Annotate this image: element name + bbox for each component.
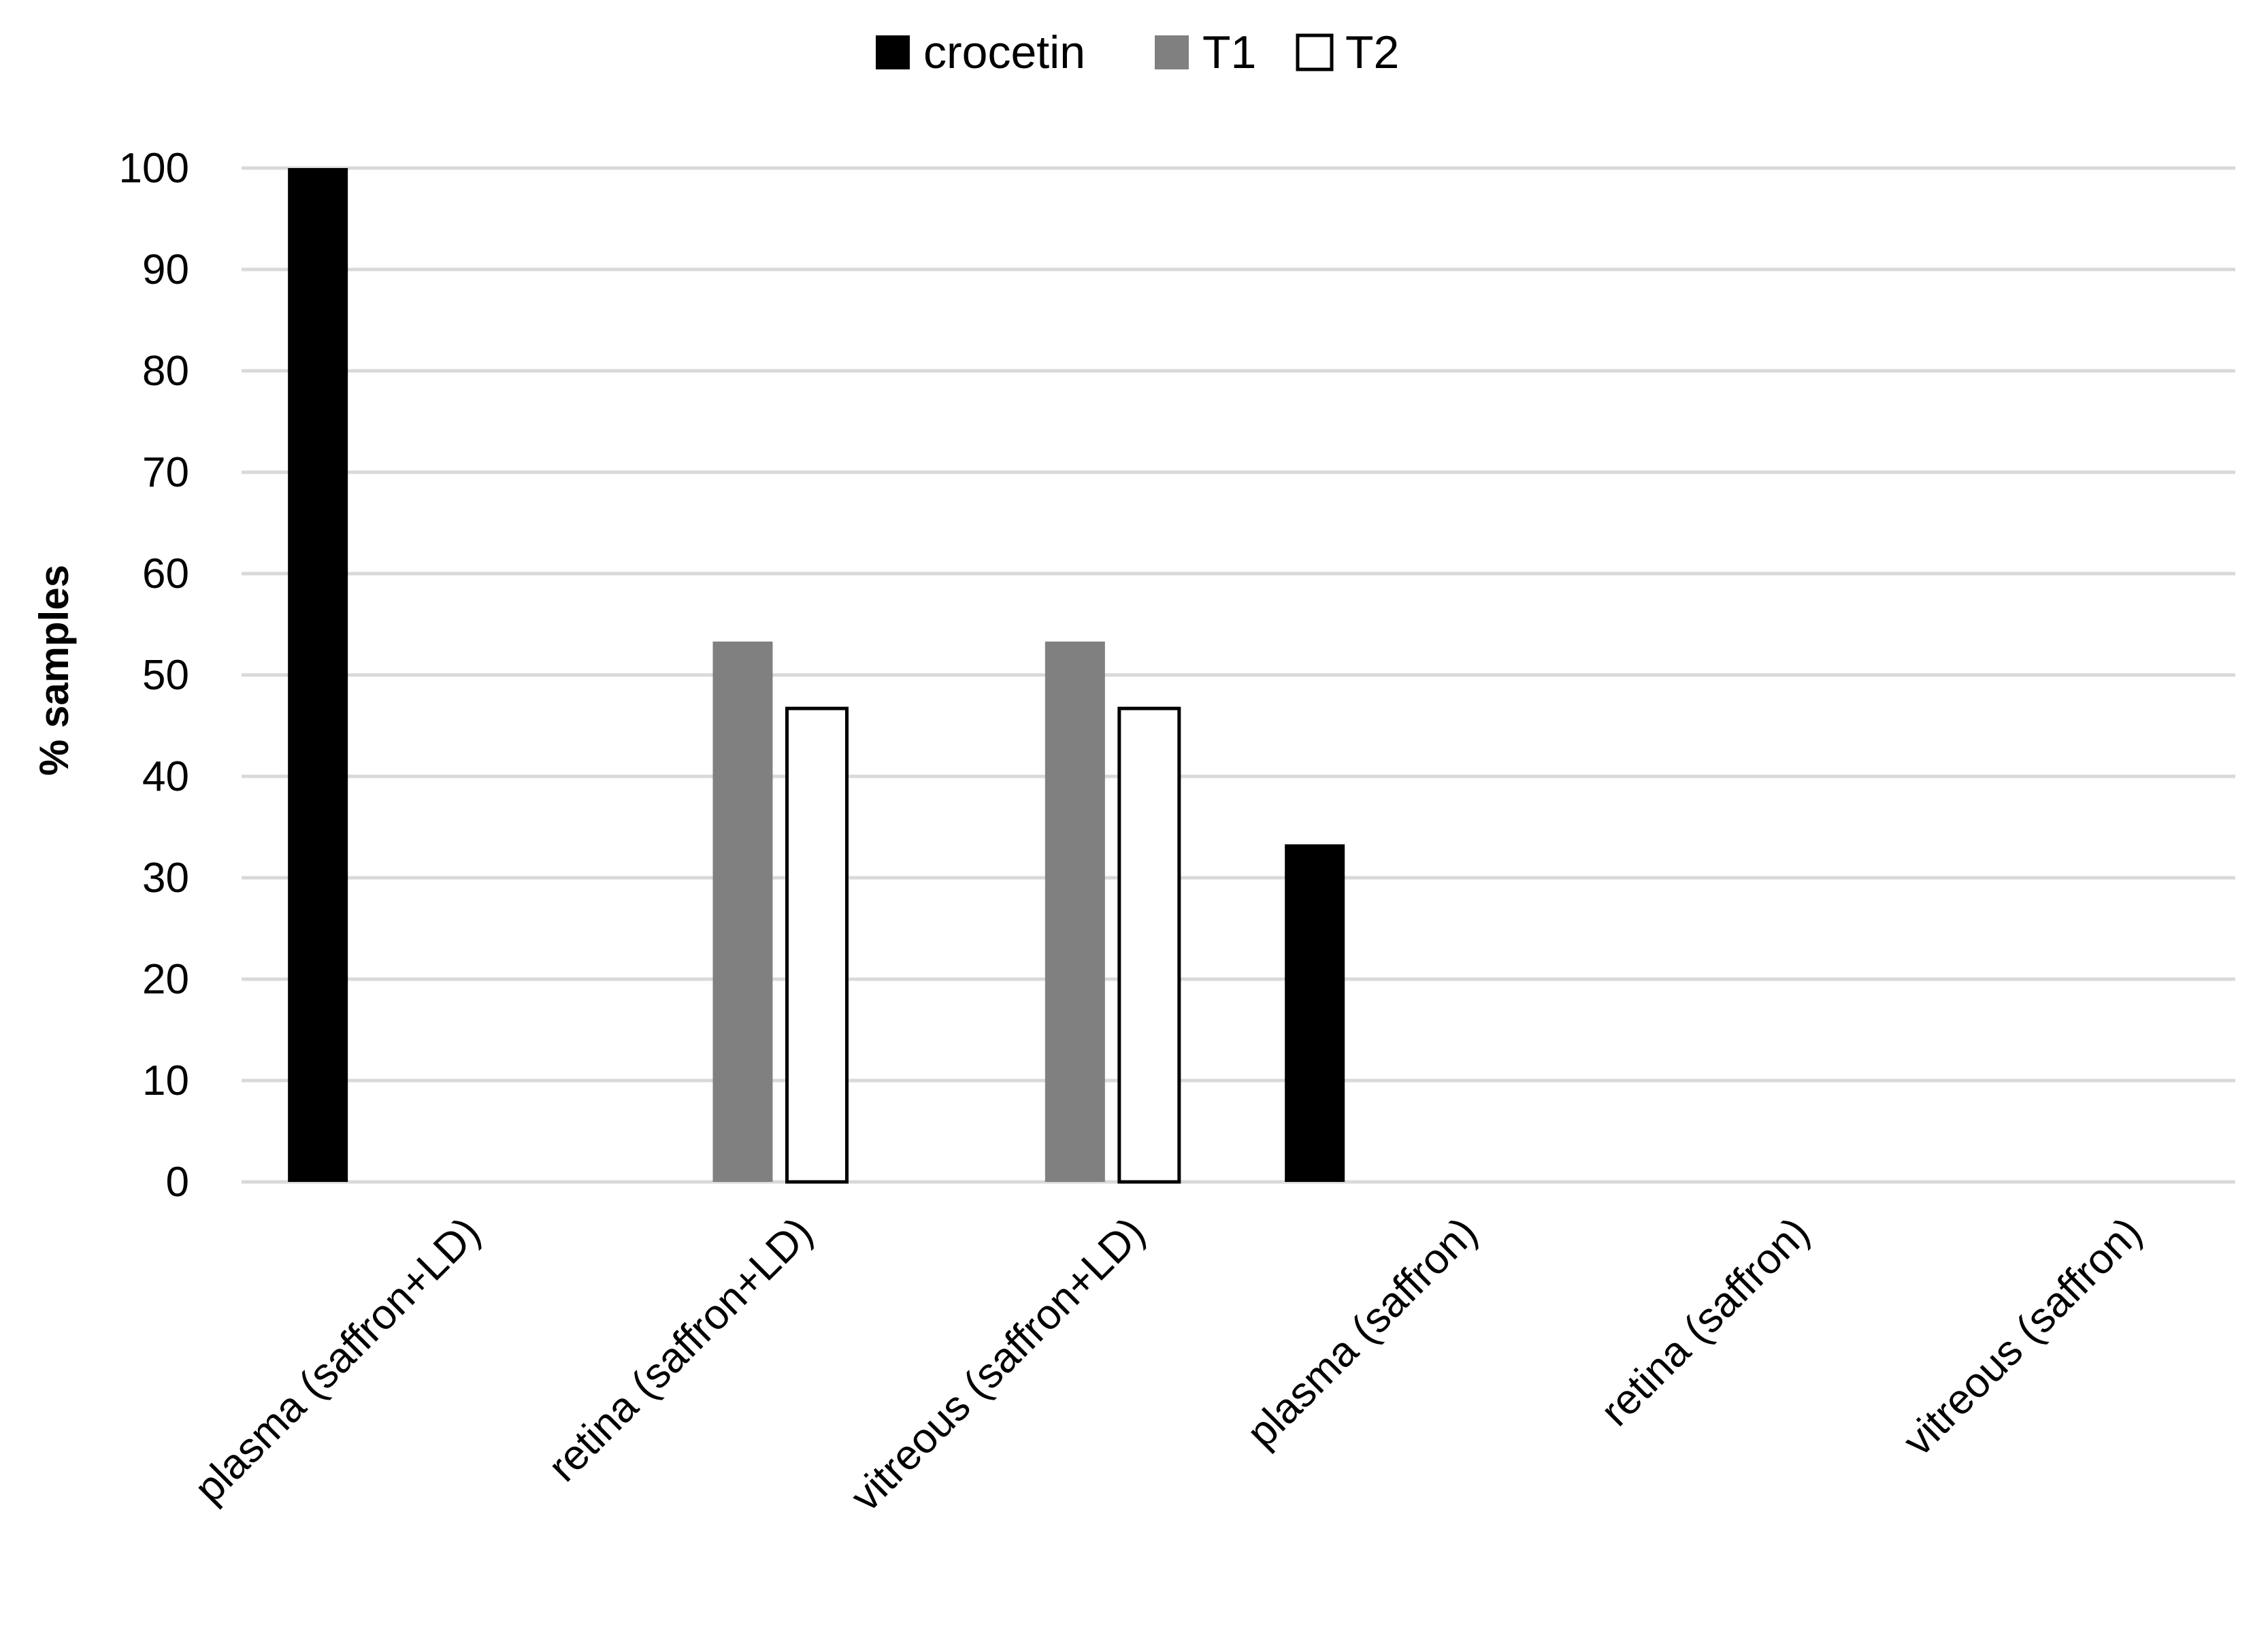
y-tick-label: 70: [142, 449, 189, 496]
x-category-label: vitreous (saffron): [1894, 1208, 2151, 1465]
bar-t1-2: [1045, 641, 1105, 1182]
y-tick-label: 0: [166, 1159, 189, 1206]
y-tick-label: 50: [142, 652, 189, 699]
y-axis-ticks: 0 10 20 30 40 50 60 70 80 90 100: [119, 145, 189, 1206]
y-tick-label: 60: [142, 550, 189, 597]
legend-label: crocetin: [923, 27, 1085, 78]
x-category-label: retina (saffron+LD): [540, 1208, 822, 1491]
y-tick-label: 20: [142, 956, 189, 1003]
x-category-label: vitreous (saffron+LD): [842, 1208, 1154, 1521]
legend-label: T1: [1202, 27, 1256, 78]
x-axis-categories: plasma (saffron+LD) retina (saffron+LD) vi…: [186, 1208, 2151, 1521]
y-tick-label: 80: [142, 348, 189, 395]
bar-crocetin-3: [1285, 844, 1345, 1182]
legend-label: T2: [1345, 27, 1399, 78]
legend-swatch-crocetin: [876, 35, 910, 69]
y-tick-label: 30: [142, 855, 189, 902]
x-category-label: retina (saffron): [1592, 1208, 1818, 1435]
y-tick-label: 10: [142, 1057, 189, 1104]
x-category-label: plasma (saffron): [1238, 1208, 1486, 1457]
y-axis-title: % samples: [31, 565, 77, 776]
x-category-label: plasma (saffron+LD): [186, 1208, 489, 1512]
gridlines: [242, 166, 2235, 1184]
bar-t1-1: [712, 641, 773, 1182]
bar-t2-2: [1117, 706, 1181, 1184]
y-tick-label: 100: [119, 145, 189, 192]
y-tick-label: 40: [142, 753, 189, 800]
legend-swatch-t1: [1155, 35, 1189, 69]
y-tick-label: 90: [142, 246, 189, 293]
bar-crocetin-0: [288, 168, 348, 1182]
legend: crocetin T1 T2: [876, 27, 1399, 78]
legend-swatch-t2: [1296, 33, 1334, 71]
bar-t2-1: [785, 706, 849, 1184]
bars: [288, 168, 1345, 1184]
